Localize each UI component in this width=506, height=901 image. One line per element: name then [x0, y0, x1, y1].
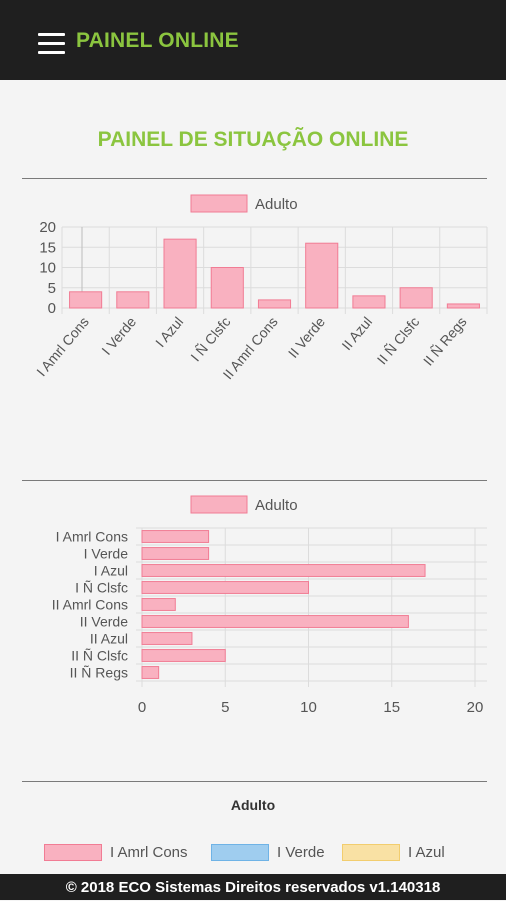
bar [141, 564, 426, 577]
legend-swatch [342, 844, 400, 861]
vertical-bar-chart: Adulto 0 5 10 15 20 I Amrl Cons I Verde I Azul I … [33, 194, 488, 382]
y-tick-label: 10 [39, 260, 56, 277]
y-tick-label: II Azul [90, 631, 128, 647]
app-title: PAINEL ONLINE [76, 29, 239, 52]
y-tick-label: 0 [48, 300, 56, 317]
divider [22, 480, 487, 481]
x-tick-label: I Verde [98, 313, 139, 357]
x-tick-label: II Ñ Regs [420, 314, 470, 369]
x-tick-label: 0 [138, 699, 146, 716]
legend-swatch [211, 844, 269, 861]
pie-chart-legend: I Amrl Cons I Verde I Azul [0, 843, 506, 865]
page-title: PAINEL DE SITUAÇÃO ONLINE [97, 128, 409, 151]
bar [399, 287, 433, 309]
app-header: PAINEL ONLINE [0, 0, 506, 80]
divider [22, 781, 487, 782]
x-tick-label: I Amrl Cons [33, 314, 92, 380]
y-tick-label: I Verde [84, 546, 129, 562]
y-tick-label: II Ñ Regs [70, 665, 128, 681]
y-tick-label: I Azul [94, 563, 128, 579]
x-tick-label: 10 [300, 699, 317, 716]
y-tick-label: 20 [39, 219, 56, 236]
bar [141, 530, 210, 543]
bar [141, 632, 193, 645]
footer-copyright: © 2018 ECO Sistemas Direitos reservados … [0, 874, 506, 900]
y-tick-label: 15 [39, 239, 56, 256]
bar [141, 649, 226, 662]
y-tick-label: 5 [48, 280, 56, 297]
x-tick-label: 15 [383, 699, 400, 716]
y-tick-label: II Amrl Cons [52, 597, 128, 613]
x-tick-label: I Azul [152, 314, 186, 351]
legend-label: Adulto [255, 497, 298, 514]
bar [141, 598, 176, 611]
legend-swatch [190, 495, 248, 514]
bar [210, 267, 244, 309]
bar [446, 303, 480, 309]
hamburger-menu-icon[interactable] [38, 33, 65, 55]
bar [352, 295, 386, 309]
bar [141, 547, 210, 560]
y-tick-label: I Amrl Cons [56, 529, 128, 545]
bar [305, 242, 339, 309]
pie-chart-title: Adulto [230, 797, 276, 813]
legend-swatch [190, 194, 248, 213]
legend-swatch [44, 844, 102, 861]
x-tick-label: II Ñ Clsfc [374, 314, 423, 368]
bar [69, 291, 103, 309]
x-tick-label: II Verde [285, 313, 328, 360]
y-tick-label: II Ñ Clsfc [71, 648, 128, 664]
legend-label: I Verde [277, 844, 325, 861]
bar [141, 615, 409, 628]
x-tick-label: 5 [221, 699, 229, 716]
y-tick-label: I Ñ Clsfc [75, 580, 128, 596]
bar [116, 291, 150, 309]
legend-label: I Amrl Cons [110, 844, 188, 861]
bar [163, 238, 197, 309]
divider [22, 178, 487, 179]
x-tick-label: I Ñ Clsfc [187, 314, 233, 365]
bar [257, 299, 292, 309]
y-tick-label: II Verde [80, 614, 128, 630]
main-content [0, 80, 506, 874]
legend-label: Adulto [255, 196, 298, 213]
x-tick-label: 20 [467, 699, 484, 716]
bar [141, 581, 309, 594]
legend-label: I Azul [408, 844, 445, 861]
bar [141, 666, 160, 679]
x-tick-label: II Azul [338, 314, 375, 354]
